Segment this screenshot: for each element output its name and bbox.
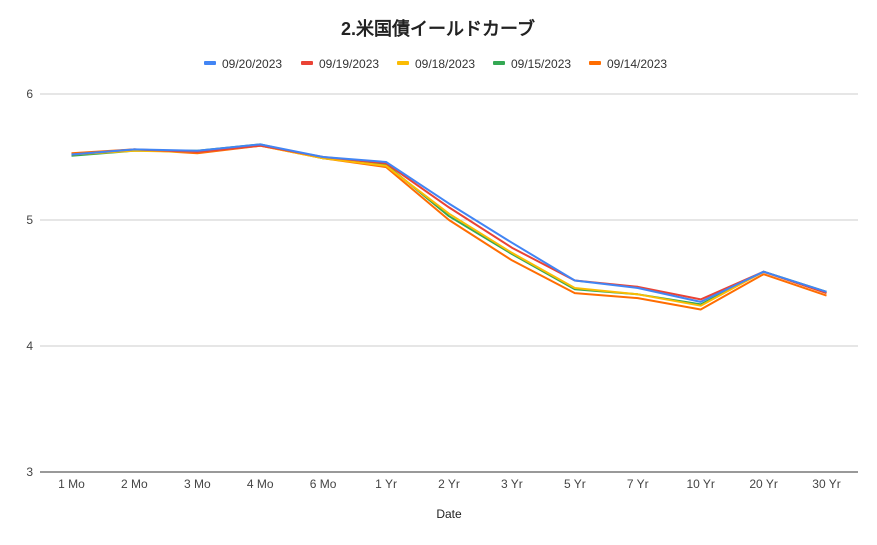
- x-axis-ticks: 1 Mo 2 Mo 3 Mo 4 Mo 6 Mo 1 Yr 2 Yr 3 Yr 5 Yr 7 Yr…: [58, 477, 841, 491]
- legend-item: 09/19/2023: [301, 57, 379, 71]
- y-tick-label: 4: [26, 339, 33, 353]
- x-tick-label: 3 Mo: [184, 477, 211, 491]
- legend-item: 09/14/2023: [589, 57, 667, 71]
- series-line: [71, 144, 827, 307]
- legend-label: 09/18/2023: [415, 57, 475, 71]
- x-axis-label: Date: [436, 507, 462, 521]
- y-tick-label: 3: [26, 465, 33, 479]
- legend-label: 09/20/2023: [222, 57, 282, 71]
- legend-item: 09/20/2023: [204, 57, 282, 71]
- x-tick-label: 1 Yr: [375, 477, 397, 491]
- x-tick-label: 7 Yr: [627, 477, 649, 491]
- legend-label: 09/15/2023: [511, 57, 571, 71]
- x-tick-label: 2 Yr: [438, 477, 460, 491]
- series-line: [71, 143, 827, 306]
- y-axis-ticks: 3 4 5 6: [26, 87, 33, 479]
- x-tick-label: 10 Yr: [686, 477, 714, 491]
- x-tick-label: 20 Yr: [749, 477, 777, 491]
- y-tick-label: 6: [26, 87, 33, 101]
- x-tick-label: 3 Yr: [501, 477, 523, 491]
- x-tick-label: 6 Mo: [310, 477, 337, 491]
- legend-item: 09/18/2023: [397, 57, 475, 71]
- series-line: [71, 143, 827, 303]
- legend-item: 09/15/2023: [493, 57, 571, 71]
- x-tick-label: 30 Yr: [812, 477, 840, 491]
- series-lines: [71, 143, 827, 311]
- x-tick-label: 1 Mo: [58, 477, 85, 491]
- legend-label: 09/14/2023: [607, 57, 667, 71]
- x-tick-label: 5 Yr: [564, 477, 586, 491]
- series-line: [71, 144, 827, 311]
- y-tick-label: 5: [26, 213, 33, 227]
- legend-swatch: [301, 61, 313, 65]
- series-line: [71, 144, 827, 301]
- legend-swatch: [204, 61, 216, 65]
- legend-label: 09/19/2023: [319, 57, 379, 71]
- x-tick-label: 2 Mo: [121, 477, 148, 491]
- legend-swatch: [589, 61, 601, 65]
- x-tick-label: 4 Mo: [247, 477, 274, 491]
- legend: 09/20/2023 09/19/2023 09/18/2023 09/15/2023…: [204, 57, 667, 71]
- chart-title: 2.米国債イールドカーブ: [341, 18, 535, 39]
- legend-swatch: [397, 61, 409, 65]
- legend-swatch: [493, 61, 505, 65]
